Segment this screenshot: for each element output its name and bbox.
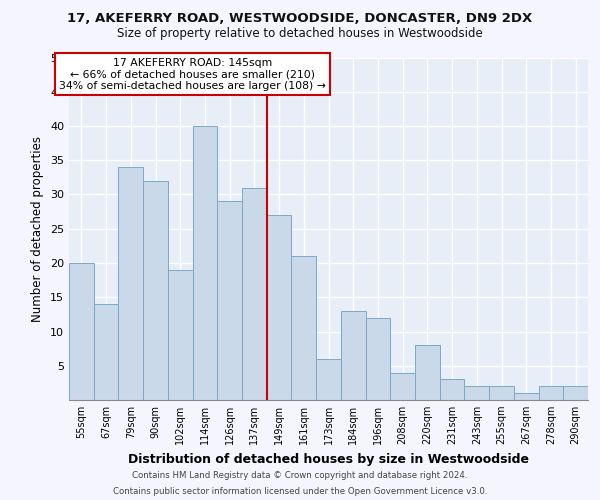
Bar — [365, 318, 390, 400]
X-axis label: Distribution of detached houses by size in Westwoodside: Distribution of detached houses by size … — [128, 452, 529, 466]
Text: 17 AKEFERRY ROAD: 145sqm
← 66% of detached houses are smaller (210)
34% of semi-: 17 AKEFERRY ROAD: 145sqm ← 66% of detach… — [59, 58, 326, 90]
Bar — [292, 256, 316, 400]
Bar — [316, 359, 341, 400]
Bar — [193, 126, 217, 400]
Bar — [168, 270, 193, 400]
Bar — [539, 386, 563, 400]
Bar — [267, 215, 292, 400]
Text: Contains HM Land Registry data © Crown copyright and database right 2024.: Contains HM Land Registry data © Crown c… — [132, 472, 468, 480]
Bar — [514, 393, 539, 400]
Bar — [143, 181, 168, 400]
Bar — [464, 386, 489, 400]
Bar — [242, 188, 267, 400]
Text: Size of property relative to detached houses in Westwoodside: Size of property relative to detached ho… — [117, 28, 483, 40]
Text: 17, AKEFERRY ROAD, WESTWOODSIDE, DONCASTER, DN9 2DX: 17, AKEFERRY ROAD, WESTWOODSIDE, DONCAST… — [67, 12, 533, 26]
Bar — [118, 167, 143, 400]
Bar — [94, 304, 118, 400]
Bar — [390, 372, 415, 400]
Bar — [415, 345, 440, 400]
Bar — [563, 386, 588, 400]
Bar — [489, 386, 514, 400]
Bar — [217, 202, 242, 400]
Bar — [440, 380, 464, 400]
Text: Contains public sector information licensed under the Open Government Licence v3: Contains public sector information licen… — [113, 486, 487, 496]
Y-axis label: Number of detached properties: Number of detached properties — [31, 136, 44, 322]
Bar — [69, 263, 94, 400]
Bar — [341, 311, 365, 400]
